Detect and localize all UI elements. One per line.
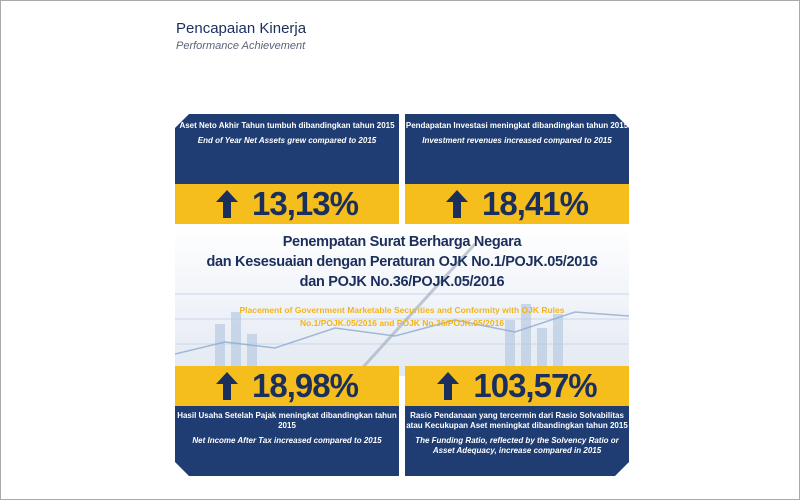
card-net-assets: Aset Neto Akhir Tahun tumbuh dibandingka… xyxy=(175,114,399,184)
card-funding-ratio-en-text: The Funding Ratio, reflected by the Solv… xyxy=(415,436,619,455)
up-arrow-icon xyxy=(446,190,469,218)
stat-investment-revenue: 18,41% xyxy=(405,184,629,224)
card-funding-ratio: Rasio Pendanaan yang tercermin dari Rasi… xyxy=(405,406,629,476)
stat-investment-revenue-value: 18,41% xyxy=(482,185,589,222)
center-subtitle-line-2: No.1/POJK.05/2016 and POJK No.36/POJK.05… xyxy=(299,318,505,328)
section-title: Pencapaian Kinerja xyxy=(176,20,307,37)
background-chart-photo xyxy=(175,224,629,376)
stat-funding-ratio-value: 103,57% xyxy=(473,367,597,404)
card-net-assets-id-text: Aset Neto Akhir Tahun tumbuh dibandingka… xyxy=(179,121,395,130)
up-arrow-icon xyxy=(437,372,460,400)
center-title-line-2: dan Kesesuaian dengan Peraturan OJK No.1… xyxy=(206,254,598,270)
decorative-chart-graphic xyxy=(175,242,629,376)
card-net-income: Hasil Usaha Setelah Pajak meningkat diba… xyxy=(175,406,399,476)
card-net-income-id-text: Hasil Usaha Setelah Pajak meningkat diba… xyxy=(177,411,397,430)
card-net-assets-en-text: End of Year Net Assets grew compared to … xyxy=(197,136,377,145)
card-net-income-en-text: Net Income After Tax increased compared … xyxy=(192,436,382,445)
card-investment-revenue: Pendapatan Investasi meningkat dibanding… xyxy=(405,114,629,184)
card-investment-revenue-en-text: Investment revenues increased compared t… xyxy=(422,136,612,145)
stat-net-assets: 13,13% xyxy=(175,184,399,224)
stat-net-income-value: 18,98% xyxy=(252,367,359,404)
center-caption: Penempatan Surat Berharga Negara dan Kes… xyxy=(175,226,629,330)
card-investment-revenue-id-text: Pendapatan Investasi meningkat dibanding… xyxy=(405,121,629,130)
center-subtitle-line-1: Placement of Government Marketable Secur… xyxy=(239,305,565,315)
up-arrow-icon xyxy=(216,372,239,400)
center-title-line-1: Penempatan Surat Berharga Negara xyxy=(282,234,522,250)
center-title-line-3: dan POJK No.36/POJK.05/2016 xyxy=(299,274,505,290)
stat-net-income: 18,98% xyxy=(175,366,399,406)
card-funding-ratio-id-text: Rasio Pendanaan yang tercermin dari Rasi… xyxy=(406,411,628,430)
stat-funding-ratio: 103,57% xyxy=(405,366,629,406)
up-arrow-icon xyxy=(216,190,239,218)
stat-net-assets-value: 13,13% xyxy=(252,185,359,222)
section-subtitle: Performance Achievement xyxy=(176,40,306,52)
performance-infographic: Aset Neto Akhir Tahun tumbuh dibandingka… xyxy=(175,114,629,476)
